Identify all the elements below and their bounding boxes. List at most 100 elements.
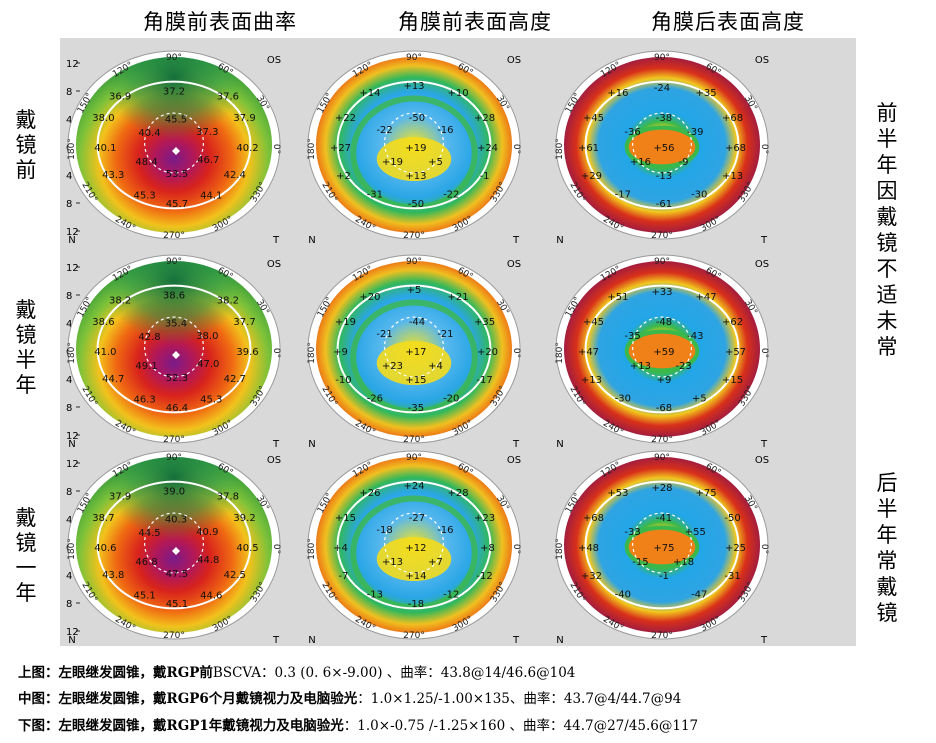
map-value: +47 [578, 347, 599, 358]
map-pupil-circle [384, 512, 445, 574]
map-value: +48 [578, 543, 599, 554]
map-value: -31 [724, 571, 740, 582]
temporal-label: T [760, 439, 768, 450]
map-center-spot [376, 537, 452, 581]
map-value: 36.9 [109, 92, 131, 103]
nasal-label: N [68, 235, 75, 246]
map-value: +68 [725, 143, 746, 154]
eye-label: OS [507, 455, 521, 466]
map-value: -50 [408, 199, 424, 210]
map-zone-circle [96, 480, 252, 610]
map-pupil-circle [631, 512, 692, 574]
map-zone-circle [584, 80, 740, 210]
map-value: +53 [607, 488, 628, 499]
row-label-one-year: 戴镜一年 [15, 506, 37, 605]
angle-label: 90° [406, 453, 422, 463]
y-tick-label: 4 [66, 319, 72, 330]
map-value: +15 [722, 375, 743, 386]
map-value: 40.5 [236, 543, 258, 554]
map-value: +57 [725, 347, 746, 358]
map-value: -26 [367, 393, 383, 404]
y-tick-label: 12 [66, 59, 79, 70]
map-value: 44.8 [197, 555, 219, 566]
angle-label: 90° [406, 53, 422, 63]
map-value: -40 [615, 589, 631, 600]
map-zone-circle [96, 80, 252, 210]
angle-label: 90° [654, 257, 670, 267]
map-value: -68 [656, 403, 672, 414]
map-value: +35 [696, 88, 717, 99]
map-value: +75 [653, 543, 674, 554]
map-value: 44.1 [200, 190, 222, 201]
eye-label: OS [755, 55, 769, 66]
map-value: 38.6 [92, 317, 114, 328]
map-value: +59 [653, 347, 674, 358]
eye-label: OS [507, 55, 521, 66]
map-value: +20 [359, 292, 380, 303]
map-value: -22 [376, 125, 392, 136]
map-curv: 90°60°30°0°330°300°270°240°210°180°150°1… [67, 254, 281, 450]
map-value: 37.3 [196, 127, 218, 138]
temporal-label: T [512, 635, 520, 646]
map-value: -30 [615, 393, 631, 404]
map-pupil-circle [143, 512, 204, 574]
angle-label: 270° [163, 231, 185, 241]
temporal-label: T [760, 235, 768, 246]
map-value: -13 [367, 589, 383, 600]
row-label-half-year: 戴镜半年 [15, 298, 37, 397]
map-value: -12 [476, 571, 492, 582]
nasal-label: N [68, 439, 75, 450]
y-tick-label: 4 [66, 571, 72, 582]
eye-label: OS [507, 259, 521, 270]
y-tick-label: 12 [66, 431, 79, 442]
map-value: +18 [673, 557, 694, 568]
map-row-1: 12840481290°60°30°0°330°300°270°240°210°… [66, 50, 769, 246]
map-value: 37.7 [233, 317, 255, 328]
map-value: +8 [480, 543, 495, 554]
y-tick-label: 8 [66, 599, 72, 610]
title-posterior-elevation: 角膜后表面高度 [651, 10, 805, 34]
y-tick-label: 12 [66, 459, 79, 470]
map-value: 43.8 [102, 570, 124, 581]
angle-label: 270° [651, 631, 673, 641]
map-value: 40.4 [138, 128, 160, 139]
map-value: -1 [480, 171, 490, 182]
map-value: +2 [336, 171, 351, 182]
temporal-label: T [512, 439, 520, 450]
map-value: +16 [630, 157, 651, 168]
map-value: 44.5 [138, 528, 160, 539]
map-center-spot [376, 341, 452, 385]
nasal-label: N [556, 439, 563, 450]
map-value: +13 [405, 171, 426, 182]
map-value: +28 [651, 483, 672, 494]
map-value: +51 [607, 292, 628, 303]
map-value: +19 [405, 143, 426, 154]
y-tick-label: 4 [66, 171, 72, 182]
map-value: +56 [653, 143, 674, 154]
angle-label: 270° [163, 631, 185, 641]
map-value: 41.0 [94, 347, 116, 358]
map-value: -9 [679, 157, 689, 168]
map-value: +62 [722, 317, 743, 328]
map-value: 42.4 [224, 170, 246, 181]
map-value: +68 [583, 513, 604, 524]
map-value: 45.1 [166, 599, 188, 610]
map-value: 45.7 [166, 199, 188, 210]
map-value: +5 [407, 285, 422, 296]
map-value: 46.7 [197, 155, 219, 166]
map-value: 37.6 [217, 92, 239, 103]
side-note-first-half: 前半年因戴镜不适未常 [876, 101, 898, 359]
angle-label: 0° [511, 544, 521, 554]
angle-label: 270° [651, 435, 673, 445]
map-value: 45.3 [133, 190, 155, 201]
map-value: 43.3 [102, 170, 124, 181]
angle-label: 0° [511, 348, 521, 358]
map-disk-overlay [76, 261, 272, 437]
map-value: 52.3 [166, 373, 188, 384]
angle-label: 90° [166, 453, 182, 463]
map-value: +45 [583, 317, 604, 328]
map-curv: 90°60°30°0°330°300°270°240°210°180°150°1… [67, 50, 281, 246]
map-value: -17 [476, 375, 492, 386]
map-value: +21 [448, 292, 469, 303]
map-value: +13 [722, 171, 743, 182]
